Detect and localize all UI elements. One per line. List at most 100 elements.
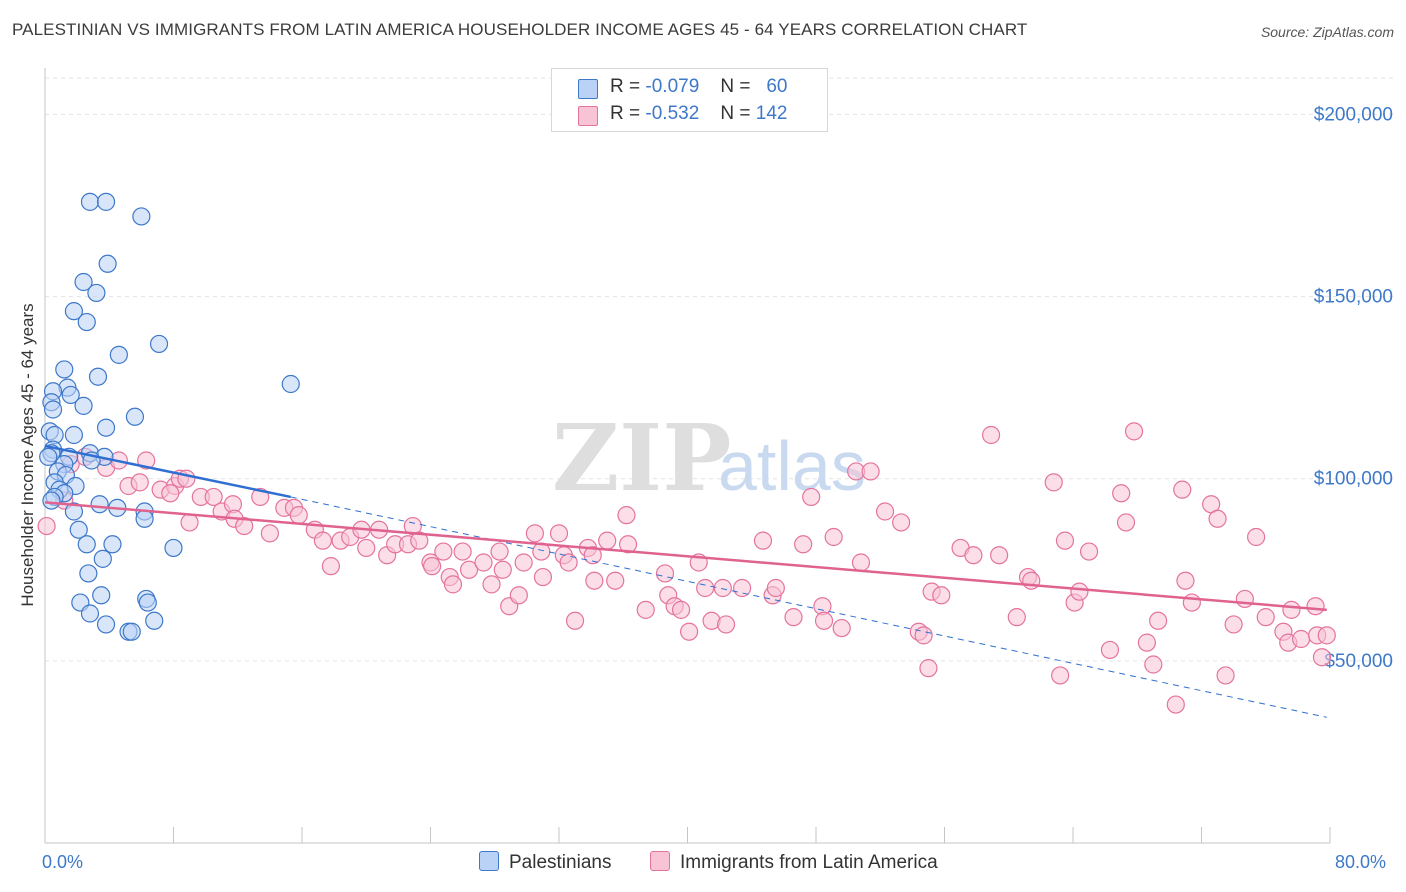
latin-america-point [1055,531,1075,550]
latin-america-point [509,586,528,605]
x-tick-label-right: 80.0% [1335,852,1387,872]
legend-n-label-2: N = [720,103,751,124]
palestinian-point [80,604,100,623]
latin-america-point [180,513,199,532]
palestinian-point [80,192,100,211]
latin-america-point [1306,597,1325,616]
legend-r-label-1: R = [610,76,641,97]
latin-america-point [410,531,429,550]
palestinian-point [145,611,164,630]
latin-america-point [671,600,691,619]
palestinian-point [77,312,96,332]
y-tick-label: $50,000 [1324,651,1393,672]
latin-america-point [618,535,638,554]
legend-swatch-pink [578,106,598,126]
latin-america-point [617,506,636,525]
latin-america-point [932,586,951,605]
latin-america-point [1208,509,1227,528]
palestinian-points [39,192,300,641]
latin-america-point [1282,600,1301,619]
latin-america-point [892,513,911,532]
palestinian-trend-line [44,444,292,499]
latin-america-point [565,611,585,630]
y-axis-label: Householder Income Ages 45 - 64 years [18,303,37,607]
latin-america-point [1317,626,1336,645]
chart-title: PALESTINIAN VS IMMIGRANTS FROM LATIN AME… [12,20,1028,39]
palestinian-point [42,491,61,510]
trend-lines [44,444,1327,718]
latin-america-point [851,553,871,572]
latin-america-point [525,524,545,543]
palestinian-point [77,535,96,554]
palestinian-point [64,302,84,321]
y-tick-label: $200,000 [1314,104,1393,125]
latin-america-point [482,575,501,594]
latin-america-point [861,462,880,481]
palestinian-point [74,396,93,415]
palestinian-point [74,272,93,292]
palestinian-point [88,367,108,386]
palestinian-point [135,509,154,528]
bottom-swatch-blue [479,851,499,871]
latin-america-point [1176,571,1195,590]
palestinian-point [96,192,116,211]
latin-america-point [696,578,715,598]
latin-america-point [474,553,493,572]
legend-r-label-2: R = [610,103,641,124]
y-tick-label: $100,000 [1314,469,1393,490]
latin-america-point [1112,484,1131,503]
legend-n-label-1: N = [720,76,751,97]
palestinian-point [64,425,84,445]
latin-america-point [585,571,604,590]
latin-america-point [914,626,933,645]
palestinian-point [93,549,112,568]
latin-america-point [1051,666,1070,685]
latin-america-point [434,542,453,561]
palestinian-point [138,593,157,612]
palestinian-point [125,407,145,426]
latin-america-point [875,502,895,521]
palestinian-point [92,586,111,605]
latin-america-point [313,531,332,550]
latin-america-point [990,546,1009,565]
palestinian-point [96,418,116,437]
palestinian-point [79,564,98,583]
latin-america-point [802,487,821,507]
latin-america-point [832,618,851,638]
palestinian-point [87,283,106,303]
latin-america-point [533,567,553,587]
latin-america-point [1079,542,1099,561]
palestinian-point [149,334,169,354]
latin-america-point [514,553,533,572]
latin-america-point [1291,629,1311,649]
latin-america-point [794,535,813,554]
palestinian-point [132,207,151,226]
latin-america-point [716,615,736,634]
latin-america-point [1216,666,1235,685]
legend-r-value-2: -0.532 [645,103,700,124]
latin-america-point [1149,611,1168,630]
latin-america-point [919,659,938,678]
latin-america-point [981,425,1001,445]
latin-america-point [733,578,752,598]
palestinian-point [103,535,122,554]
latin-america-point [655,564,675,583]
latin-america-point [459,560,479,579]
latin-america-point [766,578,785,598]
palestinian-trend-dashed [290,496,1327,718]
latin-america-point [357,538,376,558]
source-label: Source: ZipAtlas.com [1260,24,1394,40]
legend-n-value-1: 60 [766,76,788,97]
bottom-legend-palestinians: Palestinians [479,851,611,874]
latin-america-point [559,553,578,572]
latin-america-point [1173,480,1192,499]
legend-n-value-2: 142 [755,103,788,124]
gridlines [45,77,1395,662]
watermark-zip: ZIP [552,404,731,512]
latin-america-point [1100,640,1120,660]
latin-america-point [161,484,180,503]
palestinian-point [90,495,109,514]
latin-america-point [964,546,983,565]
latin-america-trend-line [44,501,1327,612]
latin-america-point [1116,513,1136,532]
